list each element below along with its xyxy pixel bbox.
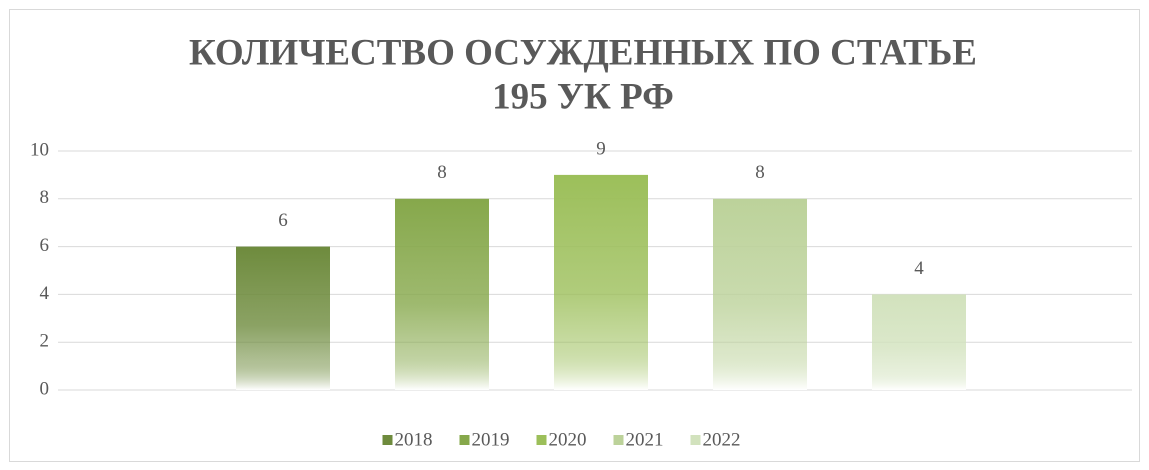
chart-title: КОЛИЧЕСТВО ОСУЖДЕННЫХ ПО СТАТЬЕ (189, 32, 977, 73)
legend-label: 2020 (549, 429, 587, 450)
y-tick-label: 10 (30, 139, 49, 160)
legend-label: 2022 (703, 429, 741, 450)
y-tick-label: 6 (40, 235, 50, 256)
data-label: 8 (437, 162, 447, 183)
y-tick-label: 2 (40, 331, 50, 352)
data-label: 9 (596, 138, 606, 159)
legend-swatch (536, 435, 547, 445)
bar (872, 294, 966, 390)
legend-swatch (613, 435, 624, 445)
legend-label: 2021 (626, 429, 664, 450)
legend-label: 2018 (395, 429, 433, 450)
y-tick-label: 0 (40, 378, 50, 399)
legend-swatch (690, 435, 701, 445)
data-label: 8 (755, 162, 765, 183)
y-tick-label: 4 (40, 283, 50, 304)
bar (395, 198, 489, 390)
data-label: 4 (914, 258, 924, 279)
chart-title: 195 УК РФ (492, 76, 674, 117)
legend-swatch (382, 435, 393, 445)
bar (236, 246, 330, 390)
bar (554, 174, 648, 390)
legend-swatch (459, 435, 470, 445)
legend-label: 2019 (472, 429, 510, 450)
data-label: 6 (278, 210, 288, 231)
bar (713, 198, 807, 390)
y-tick-label: 8 (40, 187, 50, 208)
